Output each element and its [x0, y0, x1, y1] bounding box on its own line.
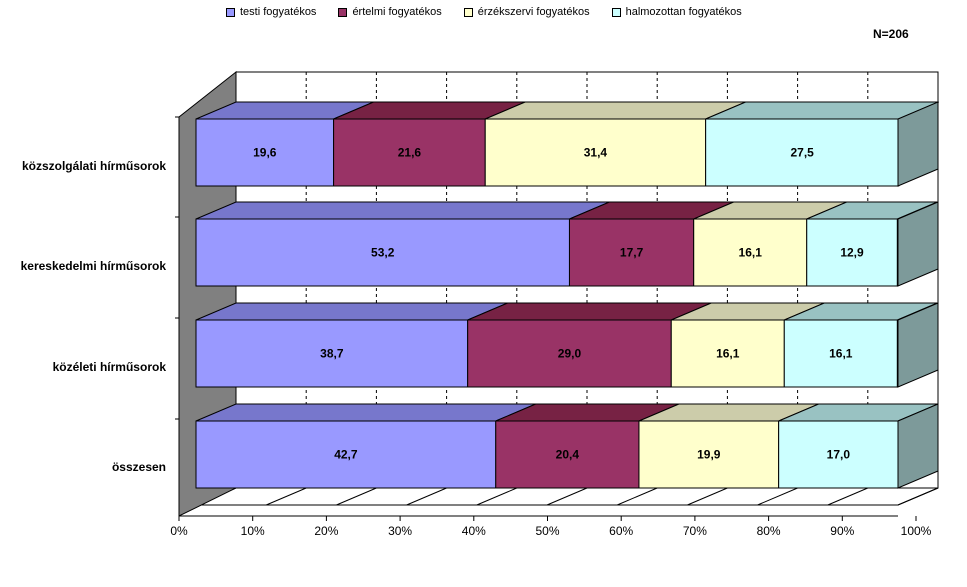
bar-side-face [897, 302, 939, 388]
x-tick-label: 30% [388, 524, 412, 538]
x-tick-label: 90% [830, 524, 854, 538]
floor-gridline [266, 487, 307, 506]
bar-segment [705, 118, 900, 187]
bar-segment-top [485, 101, 746, 120]
data-label: 53,2 [371, 246, 395, 260]
bar-segment [195, 118, 335, 187]
legend-label: értelmi fogyatékos [352, 6, 442, 18]
floor-gridline [336, 487, 377, 506]
floor-gridline [406, 487, 447, 506]
category-label: közéleti hírműsorok [53, 360, 167, 374]
x-tick-label: 40% [462, 524, 486, 538]
data-label: 29,0 [558, 347, 582, 361]
x-tick-label: 60% [609, 524, 633, 538]
category-label: összesen [112, 460, 166, 474]
legend-item: halmozottan fogyatékos [611, 6, 742, 18]
bar-segment [783, 319, 898, 388]
data-label: 38,7 [320, 347, 344, 361]
bar-segment [806, 218, 898, 287]
sample-size-label: N=206 [873, 27, 909, 41]
data-label: 16,1 [716, 347, 740, 361]
data-label: 19,6 [253, 146, 277, 160]
bar-segment [495, 420, 640, 489]
legend-swatch [226, 7, 235, 17]
data-label: 20,4 [556, 448, 580, 462]
bar-segment-top [195, 302, 508, 321]
data-label: 16,1 [739, 246, 763, 260]
legend-swatch [463, 7, 473, 17]
data-label: 27,5 [790, 146, 814, 160]
bar-segment-top [195, 201, 610, 220]
x-tick-label: 0% [170, 524, 188, 538]
floor-gridline [617, 487, 658, 506]
bar-side-face [897, 201, 939, 287]
bar-side-face [897, 101, 939, 187]
bar-segment [568, 218, 695, 287]
legend-item: érzékszervi fogyatékos [463, 6, 590, 18]
data-label: 12,9 [840, 246, 864, 260]
bar-segment [670, 319, 785, 388]
floor-gridline [897, 487, 939, 506]
data-label: 19,9 [697, 448, 721, 462]
data-label: 17,7 [620, 246, 644, 260]
bar-segment [693, 218, 808, 287]
legend-swatch [611, 7, 621, 17]
legend-swatch [338, 7, 348, 17]
legend-label: halmozottan fogyatékos [625, 6, 742, 18]
floor-gridline [476, 487, 517, 506]
x-tick-label: 80% [757, 524, 781, 538]
legend-item: testi fogyatékos [226, 6, 316, 18]
x-tick-label: 50% [535, 524, 559, 538]
category-label: kereskedelmi hírműsorok [21, 259, 167, 273]
bar-segment [333, 118, 486, 187]
data-label: 21,6 [398, 146, 422, 160]
bar-segment-top [467, 302, 712, 321]
legend-label: érzékszervi fogyatékos [477, 6, 590, 18]
x-tick-label: 10% [241, 524, 265, 538]
bar-segment [467, 319, 672, 388]
bar-side-face [897, 403, 939, 489]
bar-segment [195, 218, 570, 287]
bar-segment [638, 420, 780, 489]
x-tick-label: 100% [901, 524, 932, 538]
bar-segment [484, 118, 707, 187]
floor-gridline [757, 487, 798, 506]
category-label: közszolgálati hírműsorok [22, 159, 166, 173]
data-label: 16,1 [829, 347, 853, 361]
bar-segment-top [195, 403, 536, 422]
data-label: 31,4 [584, 146, 608, 160]
data-label: 17,0 [827, 448, 851, 462]
bar-segment [195, 420, 497, 489]
legend-label: testi fogyatékos [240, 6, 317, 18]
floor-gridline [687, 487, 728, 506]
legend-item: értelmi fogyatékos [338, 6, 442, 18]
x-tick-label: 70% [683, 524, 707, 538]
x-tick-label: 20% [314, 524, 338, 538]
data-label: 42,7 [334, 448, 358, 462]
legend: testi fogyatékos értelmi fogyatékos érzéks… [226, 6, 764, 18]
floor-gridline [827, 487, 868, 506]
floor-gridline [546, 487, 588, 506]
bar-segment [195, 319, 469, 388]
